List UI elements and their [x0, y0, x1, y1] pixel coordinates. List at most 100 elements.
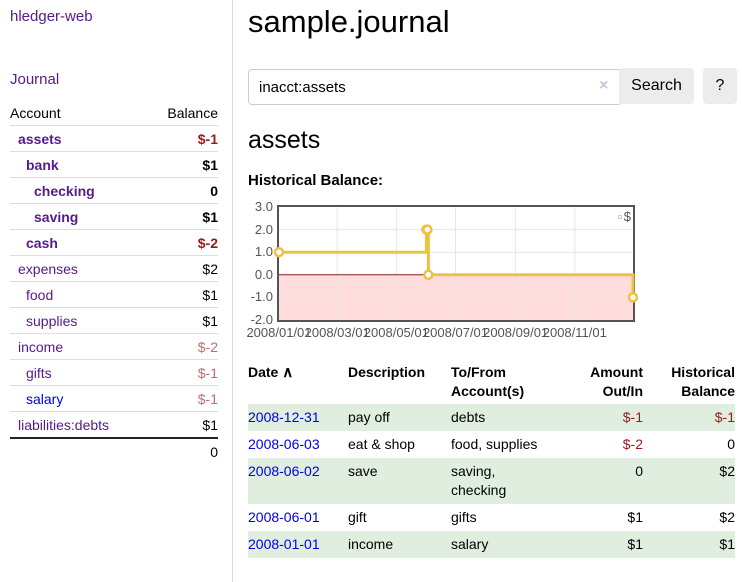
chart-canvas — [273, 207, 639, 320]
account-row-bank: bank $1 — [10, 151, 218, 178]
clear-search-icon[interactable]: × — [599, 77, 609, 94]
legend-label: $ — [623, 209, 631, 224]
balance-chart[interactable]: $ — [273, 205, 639, 322]
account-link-income[interactable]: income — [18, 338, 64, 355]
sidebar-item-journal[interactable]: Journal — [10, 71, 60, 88]
app-brand-link[interactable]: hledger-web — [10, 8, 93, 25]
y-tick-label: 3.0 — [254, 199, 273, 214]
transaction-balance: $-1 — [714, 409, 735, 425]
accounts-col-balance: Balance — [147, 100, 218, 126]
transaction-amount: $1 — [627, 536, 643, 552]
account-row-expenses: expenses $2 — [10, 255, 218, 282]
register-table: Date ∧ Description To/From Account(s) Am… — [248, 360, 735, 558]
register-row: 2008-06-03 eat & shop food, supplies $-2… — [248, 431, 735, 458]
account-balance: $1 — [147, 281, 218, 308]
main-content: sample.journal × Search ? assets Histori… — [246, 0, 742, 582]
register-header-row: Date ∧ Description To/From Account(s) Am… — [248, 360, 735, 404]
register-col-amount: Amount Out/In — [590, 364, 643, 399]
account-link-expenses[interactable]: expenses — [18, 260, 78, 277]
transaction-description: eat & shop — [348, 436, 415, 452]
transaction-date-link[interactable]: 2008-06-01 — [248, 509, 320, 525]
account-row-cash: cash $-2 — [10, 229, 218, 256]
accounts-col-account: Account — [10, 100, 148, 126]
register-col-balance: Historical Balance — [671, 364, 735, 399]
account-balance: $2 — [147, 255, 218, 282]
transaction-amount: $1 — [627, 509, 643, 525]
account-balance: $-2 — [147, 229, 218, 256]
register-col-date[interactable]: Date ∧ — [248, 364, 294, 381]
y-tick-label: 2.0 — [254, 221, 273, 237]
account-row-liabilities-debts: liabilities:debts $1 — [10, 411, 218, 439]
x-tick-label: 2008/09/01 — [483, 325, 549, 340]
account-link-supplies[interactable]: supplies — [26, 312, 78, 329]
transaction-balance: $2 — [719, 463, 735, 479]
transaction-date-link[interactable]: 2008-12-31 — [248, 409, 320, 425]
account-balance: $1 — [147, 307, 218, 334]
register-col-accounts: To/From Account(s) — [451, 364, 525, 399]
transaction-amount: $-1 — [622, 409, 643, 425]
transaction-description: pay off — [348, 409, 390, 425]
account-link-assets[interactable]: assets — [18, 130, 62, 147]
account-row-food: food $1 — [10, 281, 218, 308]
help-button[interactable]: ? — [703, 68, 737, 104]
transaction-date-link[interactable]: 2008-06-03 — [248, 436, 320, 452]
transaction-balance: 0 — [727, 436, 735, 452]
account-link-liabilities-debts[interactable]: liabilities:debts — [18, 416, 110, 433]
register-col-description: Description — [348, 364, 426, 380]
legend-swatch-icon — [617, 214, 622, 219]
y-tick-label: 1.0 — [254, 244, 273, 260]
account-link-bank[interactable]: bank — [26, 156, 59, 173]
accounts-header-row: Account Balance — [10, 100, 218, 126]
account-row-income: income $-2 — [10, 333, 218, 360]
account-link-checking[interactable]: checking — [34, 182, 95, 199]
account-balance: 0 — [147, 177, 218, 204]
transaction-amount: $-2 — [622, 436, 643, 452]
transaction-accounts: saving, checking — [451, 463, 507, 498]
register-row: 2008-12-31 pay off debts $-1 $-1 — [248, 404, 735, 431]
account-balance: $-1 — [147, 359, 218, 386]
account-row-saving: saving $1 — [10, 203, 218, 230]
accounts-total-row: 0 — [10, 437, 218, 464]
transaction-balance: $2 — [719, 509, 735, 525]
register-row: 2008-01-01 income salary $1 $1 — [248, 531, 735, 558]
y-tick-label: 0.0 — [254, 266, 273, 282]
transaction-accounts: salary — [451, 536, 489, 552]
x-tick-label: 2008/01/01 — [246, 325, 312, 340]
accounts-total-value: 0 — [147, 437, 218, 464]
account-row-gifts: gifts $-1 — [10, 359, 218, 386]
search-button[interactable]: Search — [619, 68, 694, 104]
account-link-cash[interactable]: cash — [26, 234, 58, 251]
x-tick-label: 2008/07/01 — [422, 325, 489, 340]
transaction-description: save — [348, 463, 378, 479]
account-balance: $1 — [147, 411, 218, 439]
transaction-amount: 0 — [635, 463, 643, 479]
y-tick-label: -2.0 — [250, 312, 273, 327]
x-tick-label: 2008/05/01 — [363, 325, 429, 340]
transaction-accounts: debts — [451, 409, 486, 425]
search-input[interactable] — [248, 69, 622, 105]
transaction-accounts: gifts — [451, 509, 477, 525]
account-balance: $1 — [147, 151, 218, 178]
account-heading: assets — [248, 126, 321, 154]
account-balance: $1 — [147, 203, 218, 230]
x-tick-label: 2008/03/01 — [304, 325, 370, 340]
account-row-checking: checking 0 — [10, 177, 218, 204]
chart-label: Historical Balance: — [248, 172, 384, 189]
account-row-salary: salary $-1 — [10, 385, 218, 412]
transaction-accounts: food, supplies — [451, 436, 538, 452]
transaction-date-link[interactable]: 2008-06-02 — [248, 463, 320, 479]
account-balance: $-2 — [147, 333, 218, 360]
account-balance: $-1 — [147, 385, 218, 412]
transaction-balance: $1 — [719, 536, 735, 552]
account-link-gifts[interactable]: gifts — [26, 364, 52, 381]
account-link-food[interactable]: food — [26, 286, 54, 303]
sort-asc-icon[interactable]: ∧ — [282, 364, 294, 381]
account-row-assets: assets $-1 — [10, 125, 218, 152]
transaction-date-link[interactable]: 2008-01-01 — [248, 536, 320, 552]
y-tick-label: -1.0 — [250, 289, 273, 305]
chart-legend: $ — [617, 209, 631, 224]
x-tick-label: 2008/11/01 — [542, 325, 607, 340]
account-link-saving[interactable]: saving — [34, 208, 79, 225]
account-link-salary[interactable]: salary — [26, 390, 64, 407]
register-row: 2008-06-01 gift gifts $1 $2 — [248, 504, 735, 531]
